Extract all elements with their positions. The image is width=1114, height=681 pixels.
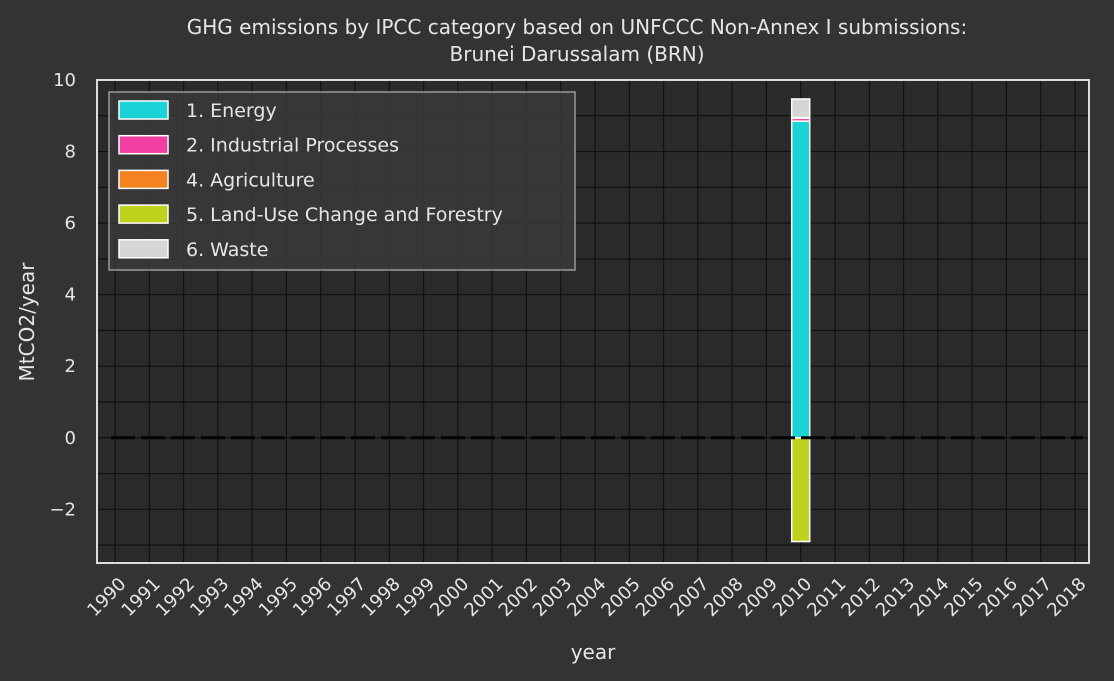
- bar-segment: [790, 437, 811, 543]
- x-tick-label: 1994: [220, 574, 267, 621]
- y-tick-label: 4: [65, 285, 76, 306]
- legend: 1. Energy 2. Industrial Processes 4. Agric…: [108, 91, 576, 271]
- x-tick-label: 2006: [632, 574, 679, 621]
- x-tick-label: 2017: [1009, 574, 1056, 621]
- x-tick-label: 2013: [872, 574, 919, 621]
- x-axis-ticks: 1990199119921993199419951996199719981999…: [83, 574, 1090, 621]
- x-tick-label: 1997: [323, 574, 370, 621]
- x-tick-label: 2002: [495, 574, 542, 621]
- x-tick-label: 2004: [563, 574, 610, 621]
- x-tick-label: 2014: [906, 574, 953, 621]
- legend-swatch: [118, 134, 169, 155]
- x-tick-label: 2012: [838, 574, 885, 621]
- y-tick-label: 0: [65, 428, 76, 449]
- bar-segment: [790, 98, 811, 119]
- legend-swatch: [118, 239, 169, 259]
- legend-label: 2. Industrial Processes: [186, 135, 399, 157]
- y-tick-label: −2: [49, 499, 76, 520]
- x-axis-label: year: [571, 640, 616, 664]
- chart-subtitle: Brunei Darussalam (BRN): [450, 42, 705, 66]
- x-tick-label: 2005: [598, 574, 645, 621]
- bars: [790, 98, 811, 543]
- y-tick-label: 6: [65, 213, 76, 234]
- x-tick-label: 2003: [529, 574, 576, 621]
- x-tick-label: 1993: [186, 574, 233, 621]
- chart-title: GHG emissions by IPCC category based on …: [187, 15, 967, 39]
- legend-label: 1. Energy: [186, 100, 277, 122]
- y-axis-ticks: −2 0 2 4 6 8 10: [49, 70, 76, 520]
- legend-label: 4. Agriculture: [186, 169, 315, 191]
- plot-frame: [96, 79, 1090, 564]
- x-tick-label: 2015: [940, 574, 987, 621]
- x-tick-label: 1998: [358, 574, 405, 621]
- x-tick-label: 1992: [152, 574, 199, 621]
- x-tick-label: 2007: [666, 574, 713, 621]
- x-tick-label: 1999: [392, 574, 439, 621]
- x-tick-label: 2011: [803, 574, 850, 621]
- legend-swatch: [118, 100, 169, 120]
- y-axis-label: MtCO2/year: [15, 262, 39, 382]
- x-tick-label: 2016: [975, 574, 1022, 621]
- x-tick-label: 2010: [769, 574, 816, 621]
- x-tick-label: 2018: [1043, 574, 1090, 621]
- x-tick-label: 2000: [426, 574, 473, 621]
- x-tick-label: 1995: [255, 574, 302, 621]
- bar-segment: [790, 120, 811, 439]
- x-tick-label: 1996: [289, 574, 336, 621]
- legend-label: 6. Waste: [186, 239, 268, 261]
- y-tick-label: 8: [65, 142, 76, 163]
- legend-label: 5. Land-Use Change and Forestry: [186, 204, 503, 226]
- x-tick-label: 2001: [460, 574, 507, 621]
- y-tick-label: 2: [65, 356, 76, 377]
- y-tick-label: 10: [53, 70, 76, 91]
- legend-swatch: [118, 169, 169, 190]
- x-tick-label: 1991: [118, 574, 165, 621]
- x-tick-label: 2009: [735, 574, 782, 621]
- x-tick-label: 1990: [83, 574, 130, 621]
- legend-swatch: [118, 204, 169, 224]
- x-tick-label: 2008: [700, 574, 747, 621]
- legend-box: [108, 91, 576, 271]
